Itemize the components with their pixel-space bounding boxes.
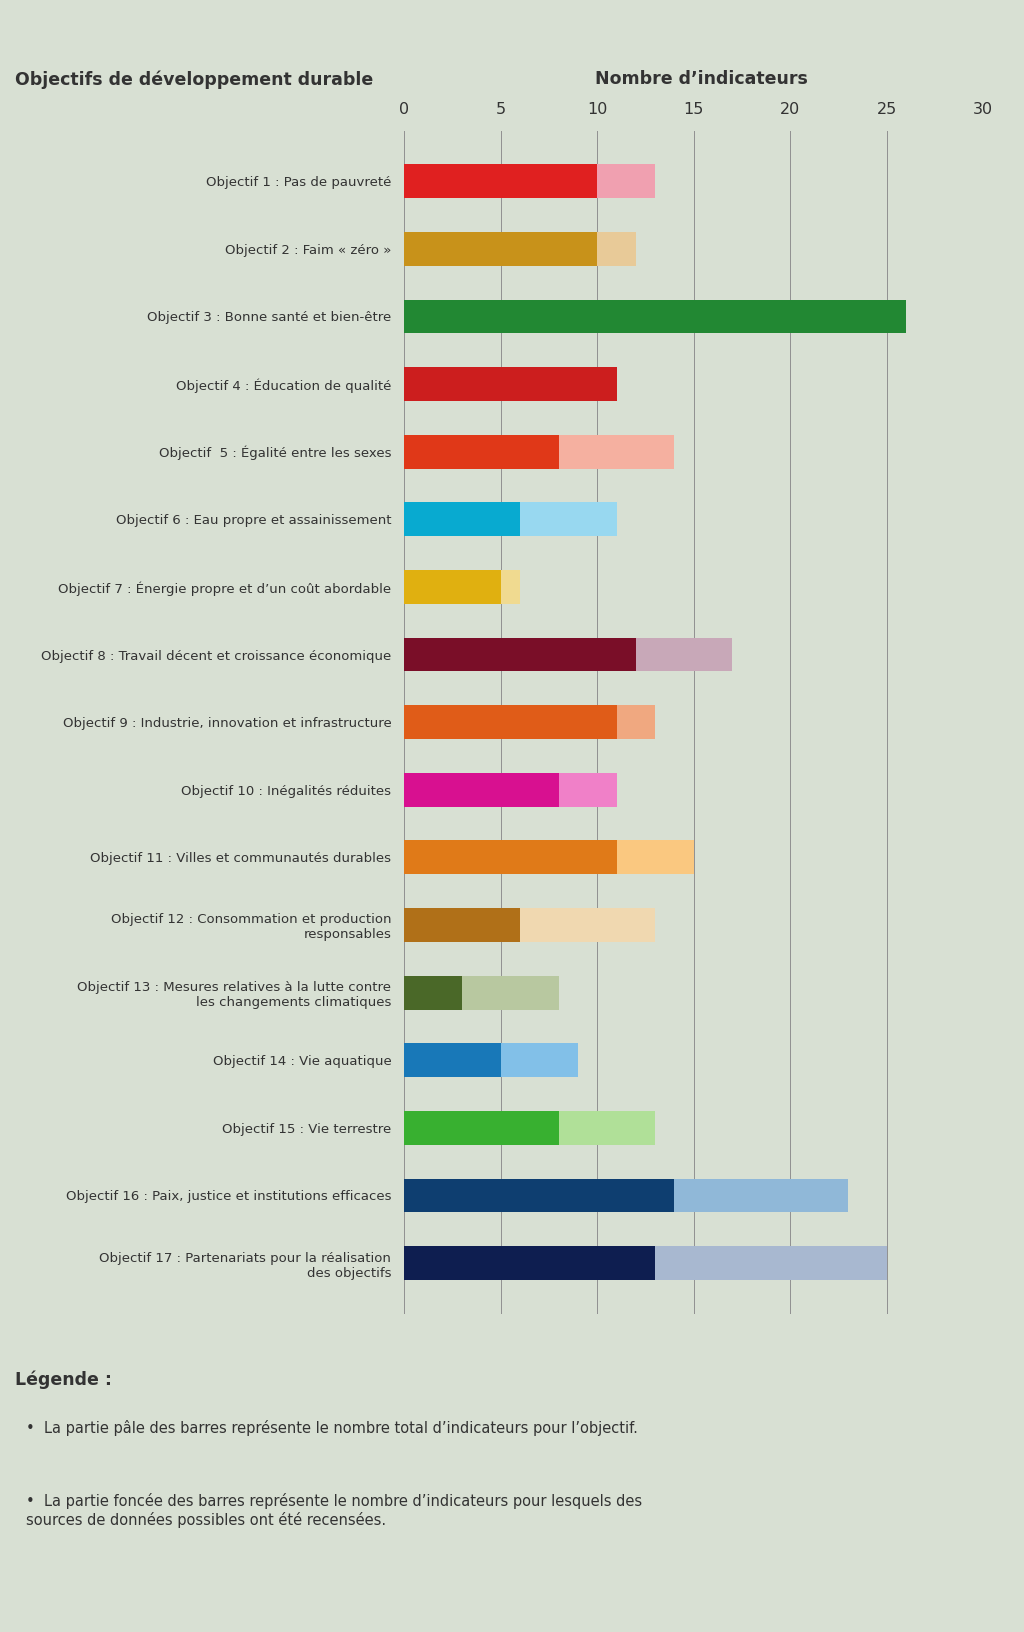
Bar bbox=[404, 774, 559, 806]
Bar bbox=[616, 840, 694, 875]
Bar bbox=[404, 570, 501, 604]
Bar bbox=[501, 570, 520, 604]
Text: Légende :: Légende : bbox=[15, 1371, 113, 1389]
Bar bbox=[597, 232, 636, 266]
Bar bbox=[520, 503, 616, 537]
Bar bbox=[559, 774, 616, 806]
Bar bbox=[404, 840, 616, 875]
Text: •  La partie foncée des barres représente le nombre d’indicateurs pour lesquels : • La partie foncée des barres représente… bbox=[26, 1493, 642, 1528]
Text: Nombre d’indicateurs: Nombre d’indicateurs bbox=[595, 70, 808, 88]
Bar bbox=[404, 232, 597, 266]
Bar bbox=[404, 907, 520, 942]
Bar bbox=[636, 638, 732, 671]
Bar bbox=[404, 638, 636, 671]
Bar bbox=[655, 1247, 887, 1279]
Bar bbox=[675, 1178, 848, 1213]
Bar bbox=[463, 976, 559, 1010]
Bar bbox=[597, 367, 616, 401]
Bar bbox=[501, 1043, 578, 1077]
Bar bbox=[404, 1247, 655, 1279]
Text: •  La partie pâle des barres représente le nombre total d’indicateurs pour l’obj: • La partie pâle des barres représente l… bbox=[26, 1420, 638, 1436]
Text: Objectifs de développement durable: Objectifs de développement durable bbox=[15, 70, 374, 88]
Bar bbox=[404, 1043, 501, 1077]
Bar bbox=[597, 165, 655, 197]
Bar bbox=[404, 367, 597, 401]
Bar bbox=[404, 165, 597, 197]
Bar bbox=[559, 1111, 655, 1144]
Bar bbox=[404, 1111, 559, 1144]
Bar bbox=[404, 434, 559, 468]
Bar bbox=[559, 434, 675, 468]
Bar bbox=[404, 705, 616, 739]
Bar bbox=[616, 705, 655, 739]
Bar bbox=[404, 503, 520, 537]
Bar bbox=[520, 907, 655, 942]
Bar bbox=[404, 1178, 675, 1213]
Bar bbox=[404, 300, 906, 333]
Bar bbox=[404, 976, 463, 1010]
